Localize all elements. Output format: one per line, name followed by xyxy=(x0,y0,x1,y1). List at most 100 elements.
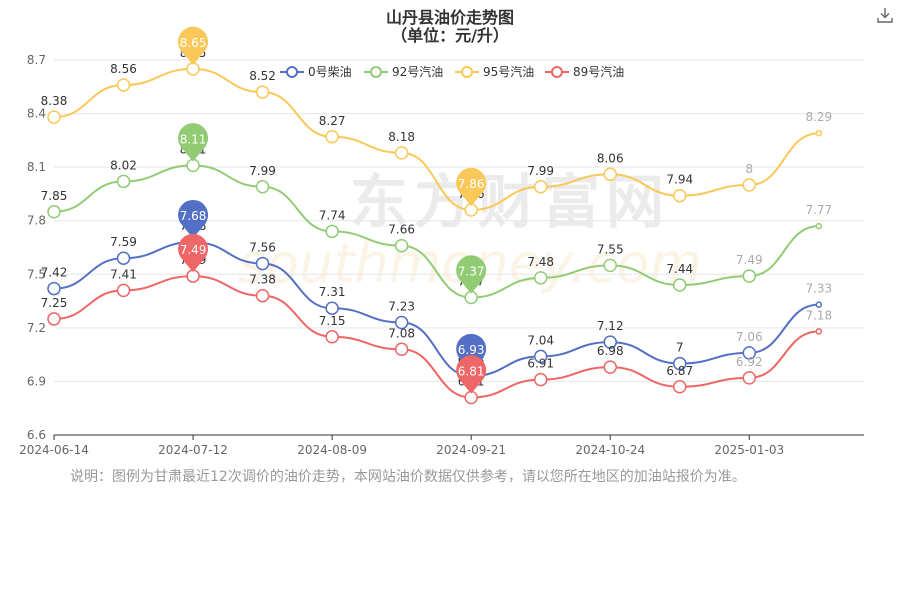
pin-label: 6.81 xyxy=(458,365,485,379)
data-point xyxy=(394,146,409,160)
data-point xyxy=(533,372,548,387)
legend-label: 89号汽油 xyxy=(573,64,624,79)
data-label: 7.15 xyxy=(319,314,346,328)
data-point xyxy=(533,271,548,285)
data-point xyxy=(255,256,270,271)
pin-marker xyxy=(178,199,209,239)
data-point xyxy=(255,180,270,194)
data-label: 6.87 xyxy=(666,364,693,378)
data-label: 7.41 xyxy=(110,267,137,281)
chart-title: 山丹县油价走势图 xyxy=(385,8,514,27)
data-point xyxy=(533,349,548,364)
data-label: 7.31 xyxy=(319,285,346,299)
legend-label: 95号汽油 xyxy=(483,64,534,79)
pin-marker xyxy=(178,123,209,162)
data-label: 7.38 xyxy=(249,273,276,287)
data-label: 7.66 xyxy=(388,223,415,237)
x-tick-label: 2024-09-21 xyxy=(436,443,506,457)
data-label: 8.06 xyxy=(597,151,624,165)
data-label: 7.59 xyxy=(110,235,137,249)
data-point xyxy=(533,180,548,194)
legend-swatch-marker xyxy=(551,66,563,78)
series-group: 7.25 7.41 7.49 7.38 7.15 7.08 6.81 6.91 6.98 6.87… xyxy=(41,233,832,405)
data-point xyxy=(394,342,409,357)
pin-marker xyxy=(456,167,487,206)
x-tick-label: 2024-08-09 xyxy=(297,443,367,457)
pin-marker xyxy=(456,355,487,394)
legend: 0号柴油 92号汽油 95号汽油 89号汽油 xyxy=(280,64,624,79)
data-label: 7.99 xyxy=(249,164,276,178)
x-tick-label: 2024-07-12 xyxy=(158,443,228,457)
data-point xyxy=(47,205,61,219)
data-label: 8.52 xyxy=(249,69,276,83)
pin-label: 7.86 xyxy=(458,177,485,191)
data-point xyxy=(47,110,61,124)
data-label: 6.92 xyxy=(736,355,763,369)
legend-label: 0号柴油 xyxy=(308,65,352,79)
series-group: 8.38 8.56 8.65 8.52 8.27 8.18 7.86 7.99 8.06 7.94… xyxy=(41,26,832,217)
pin-label: 7.37 xyxy=(458,265,485,279)
pin-label: 8.11 xyxy=(180,132,207,146)
x-tick-label: 2024-06-14 xyxy=(19,443,89,457)
data-label: 7.48 xyxy=(527,255,554,269)
data-point xyxy=(325,224,339,239)
data-point xyxy=(815,328,823,335)
data-label: 7.77 xyxy=(805,203,832,217)
data-label: 6.91 xyxy=(527,357,554,371)
y-tick-label: 7.2 xyxy=(27,321,46,335)
data-label: 7.99 xyxy=(527,164,554,178)
data-label: 7.56 xyxy=(249,241,276,255)
data-label: 8.18 xyxy=(388,130,415,144)
data-point xyxy=(603,360,617,374)
data-point xyxy=(673,278,687,292)
data-point xyxy=(394,238,409,253)
y-tick-label: 8.7 xyxy=(27,53,46,67)
pin-label: 7.49 xyxy=(180,243,207,257)
y-tick-label: 6.6 xyxy=(27,428,46,442)
data-label: 8.38 xyxy=(41,94,68,108)
pin-marker xyxy=(178,233,209,273)
series-group: 7.85 8.02 8.11 7.99 7.74 7.66 7.37 7.48 7.55 7.44… xyxy=(41,123,832,305)
data-point xyxy=(815,301,823,308)
data-label: 8 xyxy=(745,162,753,176)
download-icon[interactable] xyxy=(876,6,894,24)
pin-label: 7.68 xyxy=(180,209,207,223)
pin-marker xyxy=(178,26,209,65)
data-label: 8.02 xyxy=(110,158,137,172)
data-label: 7.55 xyxy=(597,242,624,256)
data-point xyxy=(116,251,131,265)
data-label: 8.56 xyxy=(110,62,137,76)
legend-label: 92号汽油 xyxy=(392,64,443,79)
data-point xyxy=(673,356,687,371)
data-point xyxy=(325,130,339,144)
data-point xyxy=(47,312,61,326)
x-tick-label: 2024-10-24 xyxy=(575,443,645,457)
data-point xyxy=(325,301,339,315)
data-label: 7.06 xyxy=(736,330,763,344)
data-label: 7.25 xyxy=(41,296,68,310)
pin-label: 8.65 xyxy=(180,36,207,50)
data-label: 7.49 xyxy=(736,253,763,267)
legend-swatch-marker xyxy=(286,66,298,78)
data-point xyxy=(603,258,617,273)
data-label: 7.04 xyxy=(527,333,554,347)
data-label: 7 xyxy=(676,341,684,355)
data-point xyxy=(815,222,823,230)
data-point xyxy=(673,188,687,203)
y-tick-label: 8.1 xyxy=(27,160,46,174)
data-point xyxy=(673,380,687,394)
data-label: 7.74 xyxy=(319,208,346,222)
data-label: 7.23 xyxy=(388,300,415,314)
y-tick-label: 7.8 xyxy=(27,214,46,228)
data-label: 7.12 xyxy=(597,319,624,333)
line-chart: 东方财富网southmoney.com6.66.97.27.57.88.18.4… xyxy=(19,26,864,457)
data-label: 6.98 xyxy=(597,344,624,358)
data-point xyxy=(325,330,339,344)
data-point xyxy=(116,78,131,92)
data-label: 7.44 xyxy=(666,262,693,276)
data-point xyxy=(742,371,757,385)
y-tick-label: 6.9 xyxy=(27,374,46,388)
y-tick-label: 8.4 xyxy=(27,107,46,121)
data-label: 7.18 xyxy=(805,308,832,322)
chart-note: 说明：图例为甘肃最近12次调价的油价走势，本网站油价数据仅供参考，请以您所在地区… xyxy=(70,469,746,485)
